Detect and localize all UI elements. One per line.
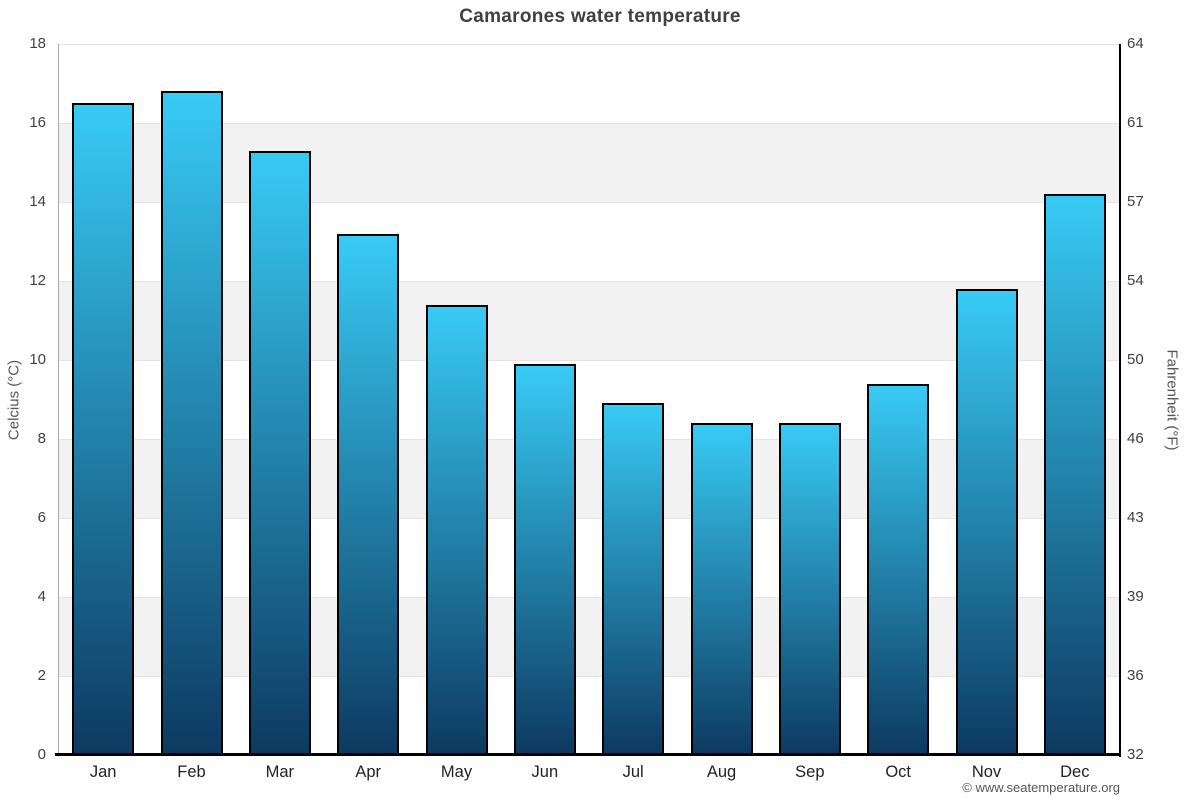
bar-aug[interactable] <box>690 423 753 755</box>
y-tick-label-celsius: 14 <box>29 193 46 210</box>
y-tick-label-celsius: 18 <box>29 35 46 52</box>
y-axis-line-left <box>58 44 59 757</box>
gridline <box>59 676 1119 677</box>
plot-band <box>59 439 1119 518</box>
plot-area <box>59 44 1119 755</box>
gridline <box>59 439 1119 440</box>
plot-band <box>59 360 1119 439</box>
bar-jul[interactable] <box>602 403 665 755</box>
x-tick-label-jul: Jul <box>622 763 644 781</box>
bar-jun[interactable] <box>513 363 576 755</box>
plot-band <box>59 518 1119 597</box>
y-tick-label-fahrenheit: 64 <box>1127 35 1144 52</box>
x-tick-label-dec: Dec <box>1060 763 1090 781</box>
x-tick-label-oct: Oct <box>885 763 911 781</box>
y-tick-label-fahrenheit: 39 <box>1127 588 1144 605</box>
plot-band <box>59 202 1119 281</box>
gridline <box>59 123 1119 124</box>
gridline <box>59 597 1119 598</box>
copyright-credit: © www.seatemperature.org <box>962 780 1120 795</box>
x-tick-label-nov: Nov <box>971 763 1002 781</box>
y-tick-label-celsius: 16 <box>29 114 46 131</box>
x-tick-label-aug: Aug <box>706 763 737 781</box>
bar-dec[interactable] <box>1043 194 1106 755</box>
y-tick-label-fahrenheit: 50 <box>1127 351 1144 368</box>
x-tick-label-jun: Jun <box>531 763 559 781</box>
gridline <box>59 360 1119 361</box>
y-tick-label-celsius: 6 <box>37 509 46 526</box>
y-tick-label-fahrenheit: 32 <box>1127 746 1144 763</box>
x-tick-label-mar: Mar <box>265 763 295 781</box>
y-tick-label-celsius: 10 <box>29 351 46 368</box>
y-tick-label-fahrenheit: 54 <box>1127 272 1144 289</box>
y-tick-label-celsius: 12 <box>29 272 46 289</box>
bar-nov[interactable] <box>955 288 1018 755</box>
plot-band <box>59 123 1119 202</box>
bar-apr[interactable] <box>337 233 400 755</box>
plot-band <box>59 676 1119 755</box>
x-tick-label-jan: Jan <box>89 763 117 781</box>
x-tick-label-feb: Feb <box>177 763 206 781</box>
bar-may[interactable] <box>425 304 488 755</box>
plot-band <box>59 597 1119 676</box>
y-tick-label-fahrenheit: 61 <box>1127 114 1144 131</box>
bar-jan[interactable] <box>72 103 135 755</box>
bar-feb[interactable] <box>160 91 223 755</box>
y-tick-label-fahrenheit: 43 <box>1127 509 1144 526</box>
y-axis-line-right <box>1119 44 1121 757</box>
gridline <box>59 44 1119 45</box>
plot-band <box>59 281 1119 360</box>
gridline <box>59 202 1119 203</box>
bar-mar[interactable] <box>248 150 311 755</box>
y-tick-label-celsius: 8 <box>37 430 46 447</box>
y-axis-title-celsius: Celcius (°C) <box>5 359 23 441</box>
x-tick-label-sep: Sep <box>795 763 825 781</box>
y-tick-label-fahrenheit: 36 <box>1127 667 1144 684</box>
x-tick-label-may: May <box>440 763 473 781</box>
plot-band <box>59 44 1119 123</box>
gridline <box>59 281 1119 282</box>
x-tick-label-apr: Apr <box>355 763 381 781</box>
y-tick-label-celsius: 0 <box>37 746 46 763</box>
x-axis-line <box>55 753 1119 756</box>
bar-sep[interactable] <box>778 423 841 755</box>
bar-oct[interactable] <box>867 383 930 755</box>
gridline <box>59 518 1119 519</box>
y-tick-label-fahrenheit: 57 <box>1127 193 1144 210</box>
y-tick-label-fahrenheit: 46 <box>1127 430 1144 447</box>
y-tick-label-celsius: 2 <box>37 667 46 684</box>
y-tick-label-celsius: 4 <box>37 588 46 605</box>
chart-title: Camarones water temperature <box>459 6 741 27</box>
